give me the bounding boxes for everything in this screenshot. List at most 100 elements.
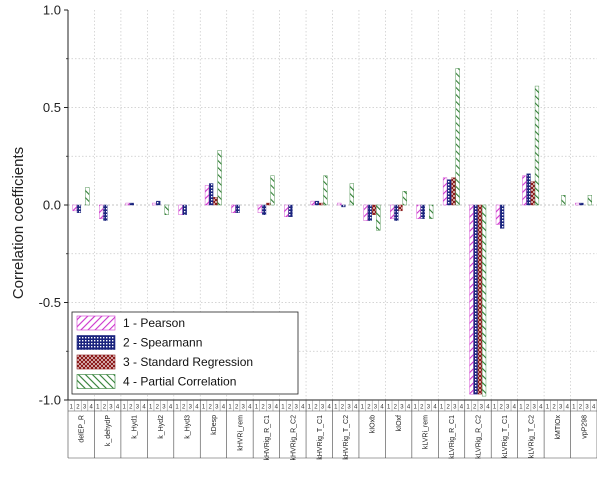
bar-kLVRig_R_C2-series-1 <box>469 204 474 395</box>
bar-k_dehydP-series-2 <box>103 204 108 221</box>
bar-k_Hyd1-series-1 <box>125 202 130 206</box>
y-tick-label: 0.5 <box>43 100 61 115</box>
bar-kLVRig_R_C2-series-2 <box>473 204 478 395</box>
position-label: 1 <box>149 405 153 411</box>
bar-vpP298-series-1 <box>575 202 580 206</box>
category-label: kLVRig_R_C1 <box>449 415 456 459</box>
position-label: 2 <box>208 405 212 411</box>
category-label: k_Hyd2 <box>158 415 165 439</box>
bar-kLVRig_R_C2-series-3 <box>477 204 482 395</box>
bar-kDesp-series-3 <box>213 196 218 206</box>
position-label: 1 <box>440 405 444 411</box>
y-tick-label: -1.0 <box>39 393 61 408</box>
legend-swatch-2 <box>76 335 116 350</box>
position-label: 1 <box>281 405 285 411</box>
bar-kIOxf-series-1 <box>390 204 395 219</box>
position-label: 2 <box>526 405 530 411</box>
bar-kLVRi_rem-series-2 <box>420 204 425 219</box>
y-tick-label: -0.5 <box>39 295 61 310</box>
position-label: 1 <box>572 405 576 411</box>
position-label: 1 <box>96 405 100 411</box>
position-label: 1 <box>361 405 365 411</box>
bar-kHVRig_T_C1-series-4 <box>323 175 328 206</box>
position-label: 2 <box>235 405 239 411</box>
position-label: 2 <box>420 405 424 411</box>
position-label: 4 <box>460 405 464 411</box>
bar-kIOxf-series-3 <box>398 204 403 212</box>
position-label: 2 <box>156 405 160 411</box>
position-label: 1 <box>175 405 179 411</box>
bar-kLVRig_R_C2-series-4 <box>481 204 487 397</box>
bar-kLVRig_T_C1-series-1 <box>495 204 501 225</box>
position-label: 1 <box>202 405 206 411</box>
position-label: 1 <box>466 405 470 411</box>
position-label: 4 <box>142 405 146 411</box>
bar-kHVRig_R_C2-series-1 <box>284 204 289 217</box>
category-label: kLVRig_R_C2 <box>475 415 482 459</box>
category-label: kLVRig_T_C1 <box>502 415 509 458</box>
y-axis-ticks: 1.0 0.5 0.0 -0.5 -1.0 <box>39 3 68 408</box>
bar-kHVRig_T_C1-series-3 <box>319 202 324 206</box>
position-label: 4 <box>380 405 384 411</box>
position-label: 1 <box>413 405 417 411</box>
position-label: 2 <box>499 405 503 411</box>
bar-delEP_R-series-4 <box>85 187 90 206</box>
position-label: 1 <box>493 405 497 411</box>
position-label: 2 <box>103 405 107 411</box>
bar-kDesp-series-2 <box>209 183 214 206</box>
position-label: 3 <box>83 405 87 411</box>
bar-kHVRig_R_C1-series-2 <box>261 204 267 215</box>
y-tick-label: 0.0 <box>43 198 61 213</box>
category-label: delEP_R <box>79 415 86 443</box>
bar-kMTIOx-series-4 <box>561 195 566 206</box>
position-label: 4 <box>195 405 199 411</box>
category-label: k_dehydP <box>105 415 112 446</box>
position-label: 2 <box>341 405 345 411</box>
position-label: 4 <box>433 405 437 411</box>
category-label: kLVRig_T_C2 <box>528 415 535 458</box>
legend-swatch-3 <box>76 354 116 370</box>
position-label: 4 <box>566 405 570 411</box>
bar-kLVRig_R_C1-series-4 <box>455 68 460 206</box>
position-label: 3 <box>109 405 113 411</box>
bar-k_Hyd2-series-2 <box>156 200 161 206</box>
bar-vpP298-series-4 <box>587 195 592 206</box>
category-label: kIOxf <box>396 415 403 431</box>
bar-kHVRig_T_C2-series-4 <box>349 183 354 206</box>
position-label: 4 <box>169 405 173 411</box>
bars-layer <box>72 68 592 397</box>
position-label: 3 <box>268 405 272 411</box>
bar-kHVRig_T_C1-series-1 <box>310 200 315 206</box>
bar-k_Hyd3-series-2 <box>182 204 187 215</box>
position-label: 3 <box>374 405 378 411</box>
bar-kHVRi_rem-series-1 <box>231 204 236 214</box>
position-label: 3 <box>136 405 140 411</box>
bar-kHVRi_rem-series-2 <box>235 204 240 214</box>
bar-kLVRi_rem-series-4 <box>429 204 434 219</box>
bar-kLVRig_R_C1-series-2 <box>447 179 452 206</box>
position-label: 1 <box>308 405 312 411</box>
position-label: 4 <box>592 405 596 411</box>
bar-kLVRi_rem-series-1 <box>416 204 421 219</box>
bar-k_Hyd1-series-2 <box>129 202 134 206</box>
bar-delEP_R-series-2 <box>76 204 82 214</box>
category-label: kIOxb <box>370 415 377 433</box>
position-label: 1 <box>546 405 550 411</box>
bar-kLVRig_T_C1-series-2 <box>500 204 505 229</box>
position-label: 2 <box>579 405 583 411</box>
bar-kDesp-series-4 <box>217 150 222 206</box>
position-label: 2 <box>447 405 451 411</box>
position-label: 4 <box>328 405 332 411</box>
legend-label-2: 2 - Spearmann <box>123 336 202 350</box>
position-label: 1 <box>70 405 74 411</box>
position-label: 4 <box>222 405 226 411</box>
position-label: 4 <box>513 405 517 411</box>
position-label: 2 <box>288 405 292 411</box>
position-label: 4 <box>248 405 252 411</box>
bar-kLVRig_T_C2-series-4 <box>534 85 540 206</box>
position-label: 3 <box>162 405 166 411</box>
position-label: 3 <box>506 405 510 411</box>
position-label: 2 <box>261 405 265 411</box>
position-label: 3 <box>242 405 246 411</box>
